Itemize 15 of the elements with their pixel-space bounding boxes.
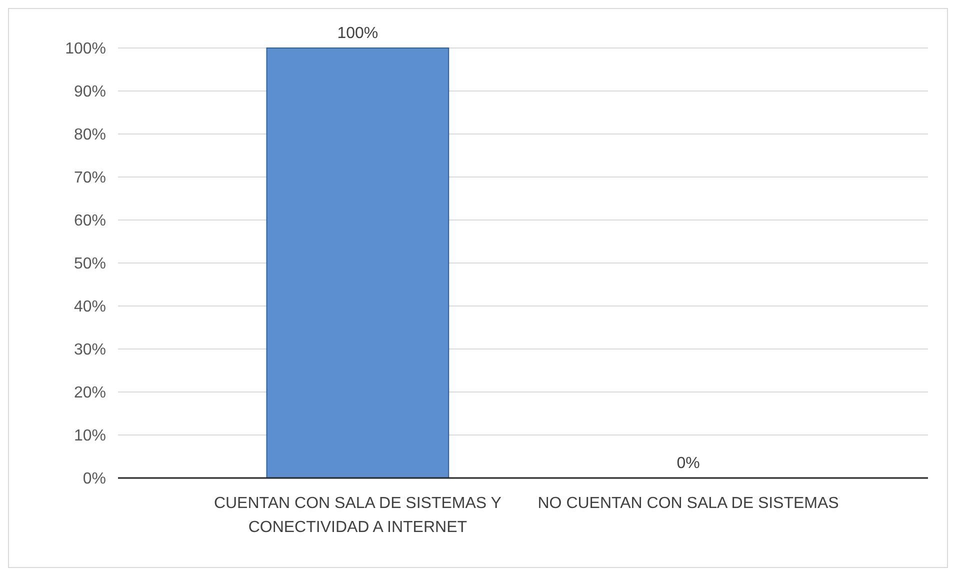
y-tick-label: 20% [74, 384, 106, 402]
y-tick-label: 70% [74, 170, 106, 187]
data-label: 0% [676, 455, 700, 472]
y-tick-label: 90% [74, 84, 106, 101]
y-tick-label: 100% [65, 40, 106, 58]
y-tick-label: 60% [74, 212, 106, 230]
y-tick-label: 50% [74, 256, 106, 273]
y-tick-label: 40% [74, 298, 106, 316]
y-tick-label: 80% [74, 126, 106, 144]
x-tick-label: CUENTAN CON SALA DE SISTEMAS Y CONECTIVIDAD A INTERNET [214, 495, 502, 536]
y-tick-label: 0% [82, 470, 106, 488]
data-label: 100% [337, 25, 378, 42]
y-tick-label: 30% [74, 342, 106, 359]
x-tick-label: NO CUENTAN CON SALA DE SISTEMAS [538, 495, 839, 512]
y-tick-label: 10% [74, 428, 106, 445]
